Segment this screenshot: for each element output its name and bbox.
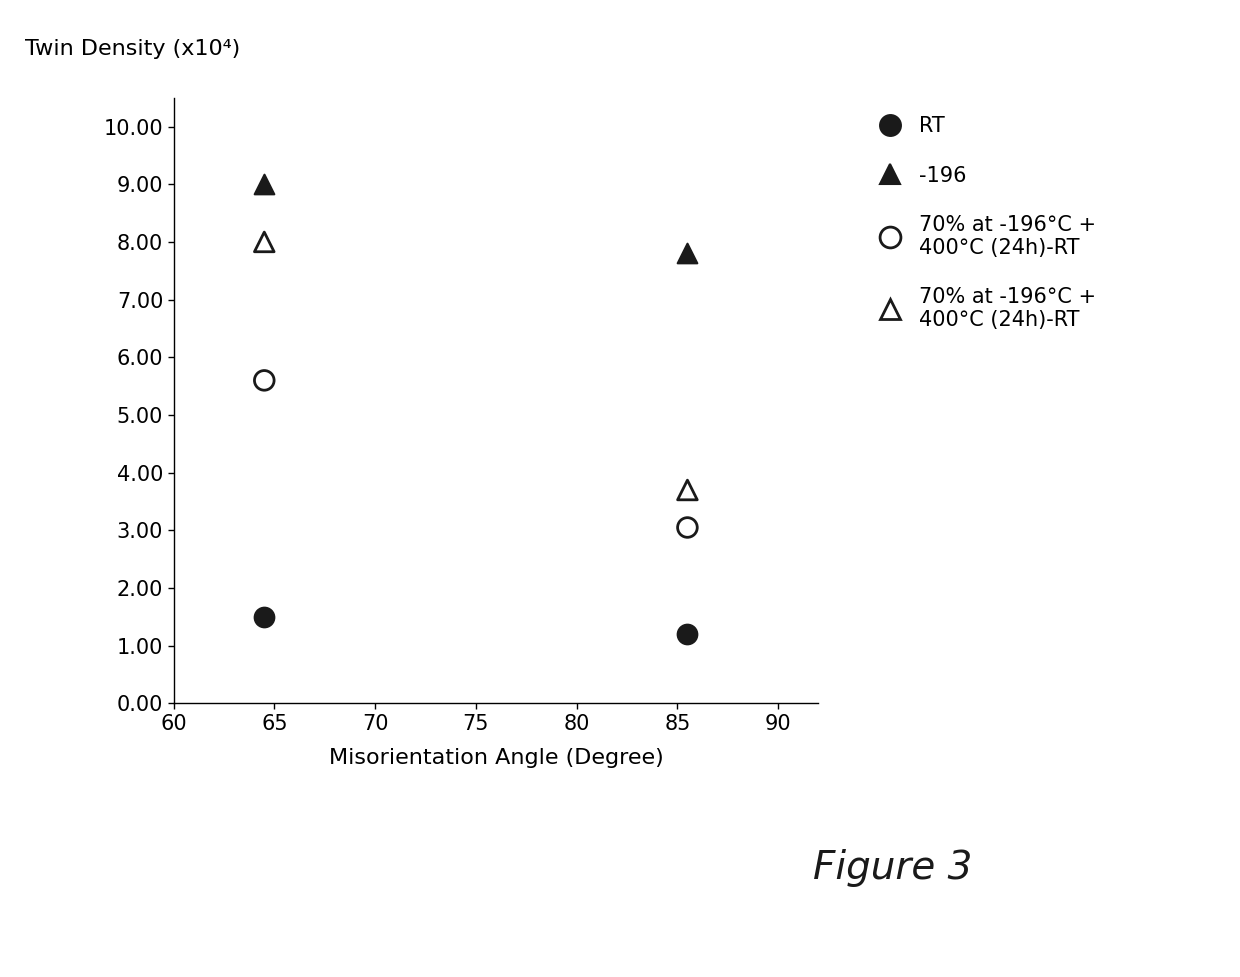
Text: Figure 3: Figure 3 — [813, 849, 972, 887]
Point — [677, 245, 697, 261]
Legend: RT, -196, 70% at -196°C +
400°C (24h)-RT, 70% at -196°C +
400°C (24h)-RT: RT, -196, 70% at -196°C + 400°C (24h)-RT… — [861, 108, 1105, 339]
Point — [677, 520, 697, 535]
Point — [677, 483, 697, 498]
X-axis label: Misorientation Angle (Degree): Misorientation Angle (Degree) — [329, 747, 663, 768]
Text: Twin Density (x10⁴): Twin Density (x10⁴) — [25, 39, 241, 59]
Point — [254, 177, 274, 192]
Point — [254, 609, 274, 624]
Point — [677, 626, 697, 642]
Point — [254, 234, 274, 250]
Point — [254, 372, 274, 388]
